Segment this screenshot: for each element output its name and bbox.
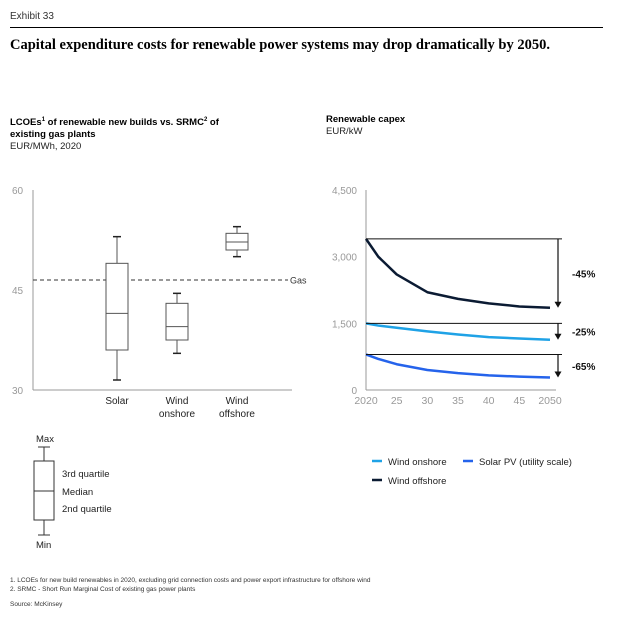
y-tick-label: 60 [12,186,24,197]
page-title: Capital expenditure costs for renewable … [10,37,550,53]
gas-reference-label: Gas [290,276,307,286]
change-arrow-head [554,333,562,340]
legend-max-label: Max [36,434,54,445]
right-chart-heading: Renewable capex EUR/kW [326,114,405,137]
change-label: -65% [572,362,595,373]
category-label: Wind [226,396,249,407]
capex-line-chart: 0 1,500 3,000 4,500 2020 25 30 35 40 45 2050 -45% -2… [332,186,595,407]
left-title-line2: existing gas plants [10,129,96,141]
series-line [364,238,551,310]
exhibit-label: Exhibit 33 [10,11,54,22]
footnote-ref-1: 1 [41,117,46,123]
left-chart-heading: LCOEs1 of renewable new builds vs. SRMC2… [10,114,219,152]
legend-q2-label: 2nd quartile [62,504,112,515]
left-chart-unit: EUR/MWh, 2020 [10,141,82,153]
x-tick-label: 35 [452,395,464,407]
left-title-part2: of renewable new builds vs. SRMC [45,117,204,129]
x-tick-label: 40 [483,395,495,407]
y-tick-label: 30 [12,386,24,397]
legend-solar-pv-label: Solar PV (utility scale) [479,457,572,468]
footnote-1: 1. LCOEs for new build renewables in 202… [10,577,371,584]
change-arrow-head [554,371,562,378]
box-iqr [165,302,189,341]
right-chart-unit: EUR/kW [326,126,363,137]
y-tick-label: 4,500 [332,186,357,197]
lcoe-box-chart: 30 45 60 Gas Solar Wind onshore Wind offshore [12,186,307,420]
header-rule [10,27,603,28]
left-title-part3: of [207,117,219,129]
legend-min-label: Min [36,540,51,551]
category-label: offshore [219,409,255,420]
change-label: -25% [572,328,595,339]
x-tick-label: 2020 [354,395,378,407]
x-tick-label: 25 [391,395,403,407]
right-chart-title: Renewable capex [326,114,406,125]
line-legend: Wind onshore Solar PV (utility scale) Wi… [372,457,572,487]
y-tick-label: 0 [351,386,357,397]
x-tick-label: 30 [421,395,433,407]
y-tick-label: 45 [12,286,24,297]
legend-median-label: Median [62,487,93,498]
change-arrow-head [554,301,562,308]
box-legend: Max Min 3rd quartile Median 2nd quartile [33,434,112,551]
legend-wind-onshore-label: Wind onshore [388,457,447,468]
y-tick-label: 3,000 [332,253,357,264]
category-label: Wind [166,396,189,407]
y-tick-label: 1,500 [332,319,357,330]
box-iqr [105,262,129,351]
legend-q3-label: 3rd quartile [62,469,110,480]
series-line [365,353,551,379]
category-label: onshore [159,409,196,420]
footnote-2: 2. SRMC - Short Run Marginal Cost of exi… [10,586,196,593]
x-tick-label: 2050 [538,395,562,407]
x-tick-label: 45 [513,395,525,407]
left-chart-title: LCOEs1 of renewable new builds vs. SRMC2… [10,114,219,141]
legend-wind-offshore-label: Wind offshore [388,476,446,487]
footnote-ref-2: 2 [203,117,208,123]
left-title-part1: LCOEs [10,117,42,129]
category-label: Solar [105,396,129,407]
change-label: -45% [572,269,595,280]
source-note: Source: McKinsey [10,601,63,608]
series-line [365,322,551,342]
